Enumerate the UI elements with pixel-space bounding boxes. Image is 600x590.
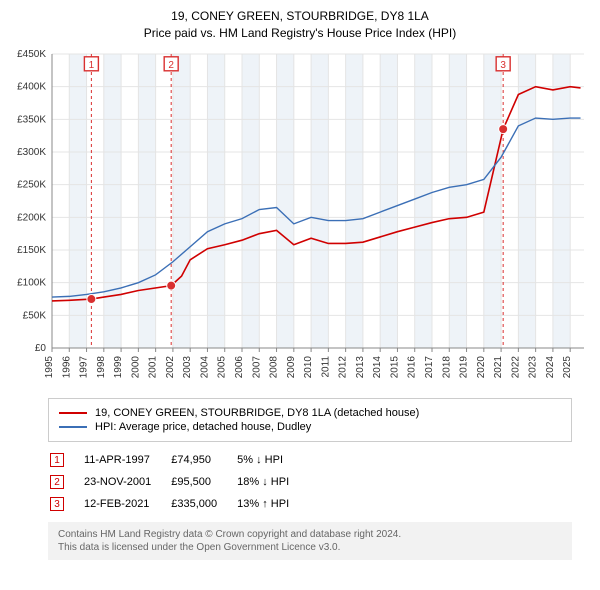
svg-text:2014: 2014 [372,355,383,378]
svg-text:2022: 2022 [510,355,521,378]
svg-text:2009: 2009 [286,355,297,378]
svg-text:2013: 2013 [355,355,366,378]
svg-text:3: 3 [500,59,506,70]
svg-text:2023: 2023 [528,355,539,378]
svg-text:2003: 2003 [182,355,193,378]
legend-swatch [59,412,87,414]
svg-text:£100K: £100K [17,277,46,288]
title-line-1: 19, CONEY GREEN, STOURBRIDGE, DY8 1LA [8,8,592,25]
svg-text:2005: 2005 [217,355,228,378]
svg-text:1997: 1997 [79,355,90,378]
event-row: 1 11-APR-1997£74,9505% ↓ HPI [50,450,307,470]
chart-title-block: 19, CONEY GREEN, STOURBRIDGE, DY8 1LA Pr… [8,8,592,42]
price-chart: £0 £50K £100K £150K £200K £250K £300K £350K £400… [8,48,592,388]
svg-text:£200K: £200K [17,212,46,223]
svg-text:£350K: £350K [17,114,46,125]
svg-text:2018: 2018 [441,355,452,378]
event-price: £335,000 [171,494,235,514]
legend-label: HPI: Average price, detached house, Dudl… [95,421,311,433]
event-delta: 5% ↓ HPI [237,450,307,470]
legend-label: 19, CONEY GREEN, STOURBRIDGE, DY8 1LA (d… [95,407,419,419]
title-line-2: Price paid vs. HM Land Registry's House … [8,25,592,42]
svg-text:2004: 2004 [199,355,210,378]
data-attribution: Contains HM Land Registry data © Crown c… [48,522,572,560]
svg-text:£400K: £400K [17,81,46,92]
chart-container: £0 £50K £100K £150K £200K £250K £300K £350K £400… [8,48,592,388]
event-row: 2 23-NOV-2001£95,50018% ↓ HPI [50,472,307,492]
event-date: 23-NOV-2001 [84,472,169,492]
svg-text:2007: 2007 [251,355,262,378]
svg-text:£450K: £450K [17,49,46,60]
event-price: £74,950 [171,450,235,470]
svg-text:£50K: £50K [23,310,47,321]
event-marker: 1 [50,453,64,467]
event-date: 11-APR-1997 [84,450,169,470]
svg-text:2001: 2001 [148,355,159,378]
svg-text:2024: 2024 [545,355,556,378]
svg-text:£0: £0 [35,343,47,354]
event-marker: 2 [50,475,64,489]
event-delta: 18% ↓ HPI [237,472,307,492]
svg-text:£150K: £150K [17,245,46,256]
svg-text:1995: 1995 [44,355,55,378]
svg-text:2006: 2006 [234,355,245,378]
svg-text:£250K: £250K [17,179,46,190]
svg-text:1998: 1998 [96,355,107,378]
legend: 19, CONEY GREEN, STOURBRIDGE, DY8 1LA (d… [48,398,572,442]
svg-text:1996: 1996 [61,355,72,378]
svg-text:1: 1 [89,59,95,70]
footer-line-2: This data is licensed under the Open Gov… [58,541,562,554]
svg-text:£300K: £300K [17,147,46,158]
svg-text:2012: 2012 [338,355,349,378]
svg-text:2010: 2010 [303,355,314,378]
svg-text:2020: 2020 [476,355,487,378]
svg-text:2017: 2017 [424,355,435,378]
svg-text:2011: 2011 [320,355,331,377]
svg-text:2015: 2015 [389,355,400,378]
svg-text:1999: 1999 [113,355,124,378]
legend-item: HPI: Average price, detached house, Dudl… [59,421,561,433]
svg-text:2025: 2025 [562,355,573,378]
event-row: 3 12-FEB-2021£335,00013% ↑ HPI [50,494,307,514]
svg-text:2008: 2008 [269,355,280,378]
events-table: 1 11-APR-1997£74,9505% ↓ HPI 2 23-NOV-2001£… [48,448,309,516]
svg-text:2002: 2002 [165,355,176,378]
svg-text:2019: 2019 [459,355,470,378]
svg-text:2016: 2016 [407,355,418,378]
svg-text:2000: 2000 [130,355,141,378]
svg-text:2: 2 [168,59,174,70]
footer-line-1: Contains HM Land Registry data © Crown c… [58,528,562,541]
event-marker: 3 [50,497,64,511]
event-price: £95,500 [171,472,235,492]
event-date: 12-FEB-2021 [84,494,169,514]
legend-item: 19, CONEY GREEN, STOURBRIDGE, DY8 1LA (d… [59,407,561,419]
svg-text:2021: 2021 [493,355,504,378]
event-delta: 13% ↑ HPI [237,494,307,514]
legend-swatch [59,426,87,428]
